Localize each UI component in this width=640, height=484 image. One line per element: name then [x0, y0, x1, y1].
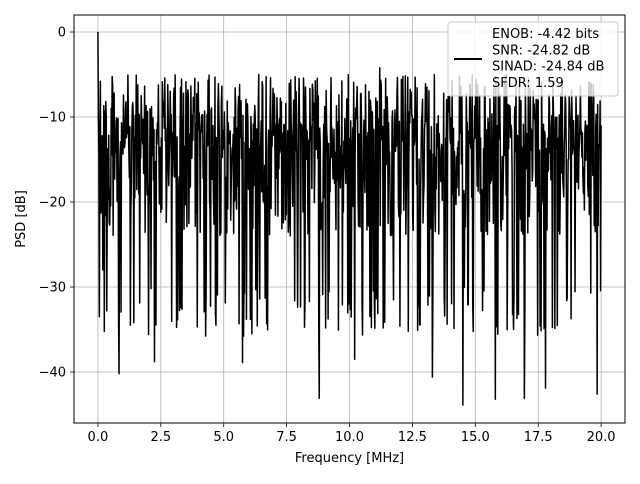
x-tick-label: 2.5: [150, 430, 171, 445]
x-tick-label: 15.0: [461, 430, 490, 445]
legend-enob: ENOB: -4.42 bits: [492, 27, 599, 42]
y-tick-label: −40: [39, 366, 66, 381]
series-layer: [97, 31, 602, 406]
x-axis-label: Frequency [MHz]: [295, 451, 404, 466]
x-tick-label: 0.0: [88, 430, 109, 445]
legend-box: [447, 21, 619, 97]
legend-snr: SNR: -24.82 dB: [492, 43, 590, 58]
y-tick-label: −30: [39, 281, 66, 296]
y-tick-label: 0: [58, 26, 66, 41]
y-axis-label: PSD [dB]: [14, 190, 29, 248]
x-tick-label: 20.0: [587, 430, 616, 445]
legend-sinad: SINAD: -24.84 dB: [492, 60, 604, 75]
axes: 0.0 2.5 5.0 7.5 10.0 12.5 15.0 17.5 20.0 0 −10 −20 −…: [39, 26, 616, 446]
legend: ENOB: -4.42 bits SNR: -24.82 dB SINAD: -…: [447, 21, 619, 97]
x-tick-label: 7.5: [276, 430, 297, 445]
y-tick-label: −10: [39, 111, 66, 126]
x-tick-label: 12.5: [398, 430, 427, 445]
legend-sfdr: SFDR: 1.59: [492, 76, 564, 91]
x-tick-label: 17.5: [524, 430, 553, 445]
x-tick-label: 10.0: [335, 430, 364, 445]
x-tick-label: 5.0: [213, 430, 234, 445]
psd-series-line: [97, 31, 602, 406]
y-tick-label: −20: [39, 196, 66, 211]
